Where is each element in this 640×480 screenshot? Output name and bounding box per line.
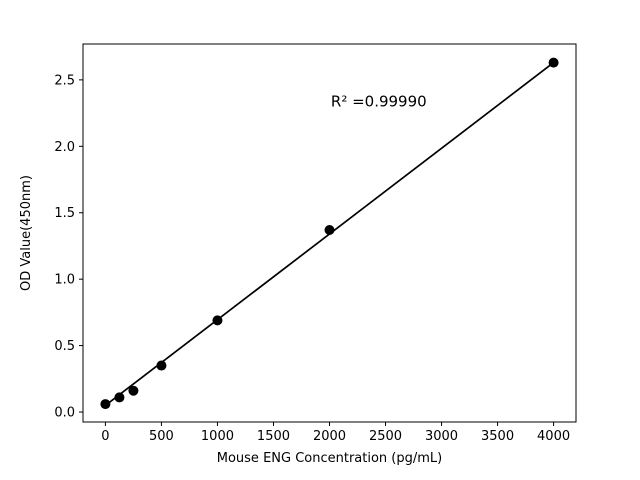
data-point: [100, 399, 111, 410]
x-tick-label: 3000: [425, 429, 458, 444]
data-point: [128, 385, 139, 396]
y-tick-label: 0.0: [54, 406, 75, 421]
y-tick-label: 2.5: [54, 73, 75, 88]
y-tick-label: 1.5: [54, 206, 75, 221]
y-tick-label: 1.0: [54, 273, 75, 288]
x-tick-label: 0: [101, 429, 109, 444]
x-tick-label: 2000: [313, 429, 346, 444]
r-squared-annotation: R² =0.99990: [331, 92, 427, 110]
y-tick-label: 0.5: [54, 339, 75, 354]
x-tick-label: 4000: [537, 429, 570, 444]
x-tick-label: 1000: [201, 429, 234, 444]
data-point: [114, 392, 125, 403]
x-tick-label: 1500: [257, 429, 290, 444]
data-point: [324, 225, 335, 236]
data-point: [548, 57, 559, 68]
x-axis-label: Mouse ENG Concentration (pg/mL): [217, 451, 443, 466]
data-point: [212, 315, 223, 326]
x-tick-label: 3500: [481, 429, 514, 444]
x-tick-label: 2500: [369, 429, 402, 444]
y-axis-label: OD Value(450nm): [19, 175, 34, 291]
x-tick-label: 500: [149, 429, 174, 444]
y-tick-label: 2.0: [54, 140, 75, 155]
data-point: [156, 360, 167, 371]
